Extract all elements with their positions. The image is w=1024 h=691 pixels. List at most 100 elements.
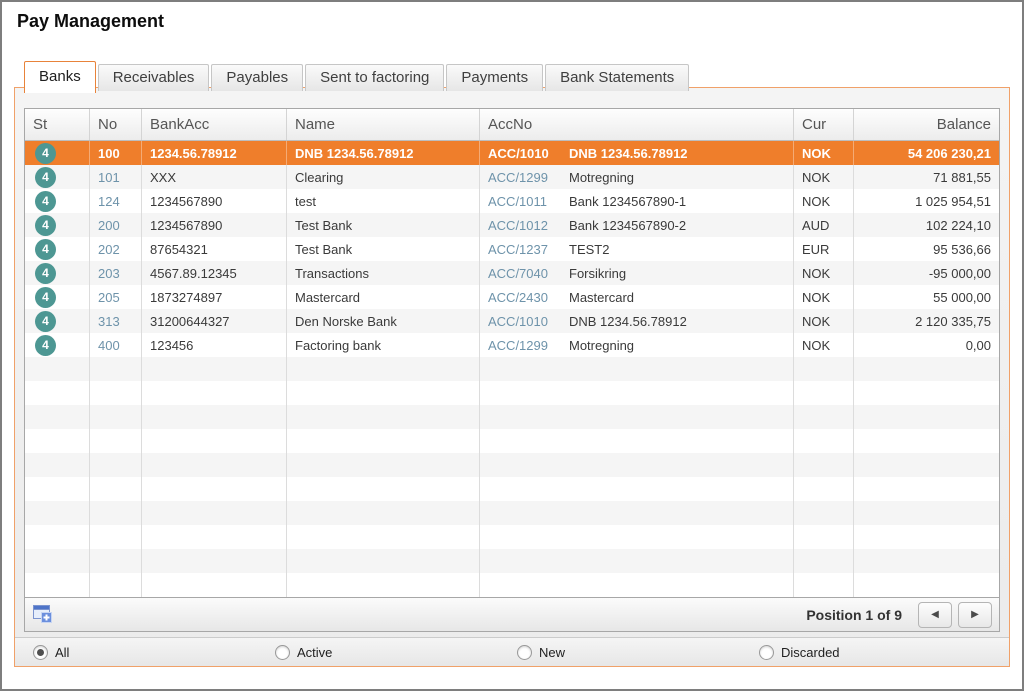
column-header-bankacc[interactable]: BankAcc xyxy=(141,109,286,140)
bank-no-cell: 313 xyxy=(89,309,141,333)
page-title: Pay Management xyxy=(17,11,165,31)
accno-link[interactable] xyxy=(479,357,561,381)
accno-link[interactable] xyxy=(479,405,561,429)
filter-radio-new[interactable]: New xyxy=(517,644,759,660)
accno-link[interactable]: ACC/7040 xyxy=(479,261,561,285)
currency-cell: NOK xyxy=(793,333,853,357)
currency-cell xyxy=(793,549,853,573)
accno-link[interactable] xyxy=(479,573,561,597)
table-row[interactable]: 4 101 XXX Clearing ACC/1299 Motregning N… xyxy=(25,165,999,189)
bankacc-cell: 1234567890 xyxy=(141,213,286,237)
currency-cell xyxy=(793,405,853,429)
table-row[interactable]: 4 124 1234567890 test ACC/1011 Bank 1234… xyxy=(25,189,999,213)
bankacc-cell xyxy=(141,429,286,453)
tab-banks[interactable]: Banks xyxy=(24,61,96,93)
bank-no-cell: 100 xyxy=(89,141,141,165)
radio-label: Active xyxy=(297,644,333,660)
tab-receivables[interactable]: Receivables xyxy=(97,64,210,91)
bank-no-cell xyxy=(89,573,141,597)
currency-cell xyxy=(793,525,853,549)
tab-bank-statements[interactable]: Bank Statements xyxy=(545,64,690,91)
new-window-icon[interactable] xyxy=(32,604,56,625)
bank-name-cell: Factoring bank xyxy=(286,333,479,357)
balance-cell xyxy=(853,501,999,525)
accno-link[interactable]: ACC/1299 xyxy=(479,165,561,189)
column-header-name[interactable]: Name xyxy=(286,109,479,140)
column-header-st[interactable]: St xyxy=(33,116,48,133)
status-cell: 4 xyxy=(25,309,89,333)
status-cell: 4 xyxy=(25,189,89,213)
table-row[interactable]: 4 203 4567.89.12345 Transactions ACC/704… xyxy=(25,261,999,285)
accno-link[interactable]: ACC/1010 xyxy=(479,309,561,333)
table-row[interactable]: 4 313 31200644327 Den Norske Bank ACC/10… xyxy=(25,309,999,333)
accno-link[interactable] xyxy=(479,525,561,549)
accno-description-cell: DNB 1234.56.78912 xyxy=(569,313,687,329)
status-cell: 4 xyxy=(25,237,89,261)
balance-cell: 0,00 xyxy=(853,333,999,357)
accno-link[interactable]: ACC/1010 xyxy=(479,141,561,165)
radio-label: All xyxy=(55,644,70,660)
previous-record-button[interactable]: ◀ xyxy=(918,601,952,628)
column-header-accno[interactable]: AccNo xyxy=(479,109,793,140)
column-header-cur[interactable]: Cur xyxy=(793,109,853,140)
filter-radio-active[interactable]: Active xyxy=(275,644,517,660)
bank-name-cell: Mastercard xyxy=(286,285,479,309)
status-cell: 4 xyxy=(25,213,89,237)
bank-no-cell xyxy=(89,525,141,549)
accno-link[interactable]: ACC/1012 xyxy=(479,213,561,237)
currency-cell xyxy=(793,357,853,381)
accno-description-cell xyxy=(561,573,793,597)
accno-link[interactable]: ACC/1011 xyxy=(479,189,561,213)
table-row[interactable]: 4 202 87654321 Test Bank ACC/1237 TEST2 … xyxy=(25,237,999,261)
bank-no-cell xyxy=(89,453,141,477)
accno-link[interactable] xyxy=(479,477,561,501)
bank-name-cell xyxy=(286,381,479,405)
tab-payments[interactable]: Payments xyxy=(446,64,544,91)
balance-cell xyxy=(853,357,999,381)
bank-name-cell xyxy=(286,453,479,477)
bankacc-cell: XXX xyxy=(141,165,286,189)
balance-cell: 102 224,10 xyxy=(853,213,999,237)
accno-link[interactable]: ACC/1299 xyxy=(479,333,561,357)
position-label: Position 1 of 9 xyxy=(806,606,902,623)
bankacc-cell: 31200644327 xyxy=(141,309,286,333)
table-row[interactable]: 4 100 1234.56.78912 DNB 1234.56.78912 AC… xyxy=(25,141,999,165)
status-cell xyxy=(25,429,89,453)
status-cell: 4 xyxy=(25,261,89,285)
accno-link[interactable] xyxy=(479,381,561,405)
accno-link[interactable]: ACC/2430 xyxy=(479,285,561,309)
column-header-no[interactable]: No xyxy=(89,109,141,140)
currency-cell xyxy=(793,501,853,525)
bank-name-cell xyxy=(286,429,479,453)
accno-description-cell xyxy=(561,501,793,525)
accno-link[interactable] xyxy=(479,549,561,573)
balance-cell: 71 881,55 xyxy=(853,165,999,189)
currency-cell: NOK xyxy=(793,261,853,285)
status-cell xyxy=(25,357,89,381)
balance-cell xyxy=(853,525,999,549)
table-row[interactable]: 4 400 123456 Factoring bank ACC/1299 Mot… xyxy=(25,333,999,357)
accno-link[interactable] xyxy=(479,453,561,477)
tab-sent-to-factoring[interactable]: Sent to factoring xyxy=(305,64,445,91)
tab-payables[interactable]: Payables xyxy=(211,64,304,91)
currency-cell: NOK xyxy=(793,309,853,333)
table-row xyxy=(25,501,999,525)
accno-link[interactable] xyxy=(479,429,561,453)
bank-no-cell: 400 xyxy=(89,333,141,357)
table-row[interactable]: 4 205 1873274897 Mastercard ACC/2430 Mas… xyxy=(25,285,999,309)
table-row[interactable]: 4 200 1234567890 Test Bank ACC/1012 Bank… xyxy=(25,213,999,237)
accno-description-cell xyxy=(561,405,793,429)
next-record-button[interactable]: ▶ xyxy=(958,601,992,628)
accno-link[interactable] xyxy=(479,501,561,525)
column-header-balance[interactable]: Balance xyxy=(853,109,999,140)
currency-cell: NOK xyxy=(793,189,853,213)
bankacc-cell: 1234567890 xyxy=(141,189,286,213)
bank-name-cell xyxy=(286,501,479,525)
filter-radio-all[interactable]: All xyxy=(33,644,275,660)
status-badge-icon: 4 xyxy=(35,238,56,260)
bank-name-cell: DNB 1234.56.78912 xyxy=(286,141,479,165)
status-cell xyxy=(25,381,89,405)
filter-radio-discarded[interactable]: Discarded xyxy=(759,644,1001,660)
accno-link[interactable]: ACC/1237 xyxy=(479,237,561,261)
